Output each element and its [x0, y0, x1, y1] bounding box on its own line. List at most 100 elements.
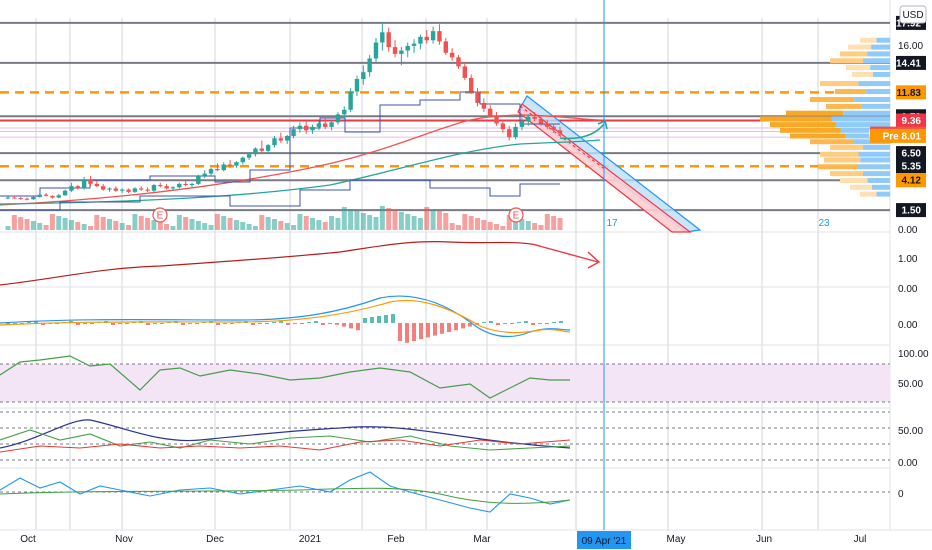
- candle-body: [5, 197, 11, 199]
- earnings-marker: [508, 207, 524, 223]
- macd-histogram-bar: [146, 323, 150, 325]
- profile-bar: [872, 71, 890, 77]
- time-label: 2021: [299, 534, 322, 545]
- candle-body: [418, 36, 423, 44]
- candle-body: [335, 114, 341, 123]
- profile-bar: [780, 127, 841, 133]
- time-label: Feb: [387, 534, 405, 545]
- price-label-bg: [896, 203, 926, 218]
- macd-histogram-bar: [314, 321, 318, 323]
- macd-histogram-bar: [524, 321, 528, 323]
- volume-bar: [481, 220, 487, 230]
- volume-bar: [119, 223, 125, 230]
- indicator-tick: 50.00: [898, 426, 923, 437]
- macd-histogram-bar: [125, 323, 129, 324]
- candle-body: [342, 109, 347, 115]
- candle-body: [291, 129, 296, 136]
- step-line-lower: [0, 179, 560, 211]
- momentum-signal: [0, 487, 571, 504]
- volume-bar: [214, 214, 220, 230]
- profile-bar: [826, 103, 862, 109]
- candle-body: [316, 123, 322, 127]
- indicator-tick: 0.00: [898, 458, 918, 469]
- volume-bar: [386, 208, 392, 230]
- volume-bar: [322, 222, 328, 230]
- candle-body: [120, 189, 125, 191]
- candle-body: [56, 195, 61, 198]
- volume-bar: [379, 206, 385, 230]
- macd-histogram-bar: [412, 323, 416, 341]
- candle-body: [354, 79, 360, 92]
- volume-bar: [297, 214, 303, 230]
- macd-histogram-bar: [307, 322, 311, 323]
- candle-body: [100, 186, 106, 190]
- profile-bar: [835, 89, 866, 95]
- candle-body: [519, 121, 525, 127]
- macd-histogram-bar: [321, 323, 325, 325]
- volume-bar: [494, 224, 500, 230]
- macd-histogram-bar: [482, 322, 486, 323]
- candle-body: [424, 36, 429, 41]
- profile-bar: [818, 164, 858, 170]
- volume-bar: [265, 217, 271, 230]
- profile-bar: [830, 144, 863, 150]
- candle-body: [456, 57, 461, 67]
- profile-bar: [870, 65, 890, 71]
- volume-bar: [392, 210, 398, 230]
- candle-body: [526, 116, 531, 122]
- currency-badge[interactable]: USD: [899, 5, 927, 24]
- macd-histogram-bar: [13, 323, 17, 324]
- macd-histogram-bar: [440, 323, 444, 334]
- candle-body: [113, 188, 119, 191]
- macd-histogram-bar: [251, 323, 255, 325]
- price-label: 14.41: [896, 58, 921, 69]
- candle-body: [189, 183, 195, 186]
- volume-bar: [56, 216, 62, 230]
- step-line: [0, 91, 560, 197]
- crosshair-date: 09 Apr '21: [582, 536, 627, 547]
- volume-bar: [373, 217, 379, 230]
- volume-bar: [81, 224, 87, 230]
- candle-body: [513, 126, 518, 138]
- price-label: 1.50: [902, 206, 922, 217]
- volume-bar: [417, 218, 423, 230]
- profile-bar: [854, 97, 890, 103]
- indicator-tick: 1.00: [898, 254, 918, 265]
- macd-histogram-bar: [552, 322, 556, 323]
- candle-body: [151, 185, 157, 191]
- price-label-bg: [896, 173, 926, 188]
- macd-histogram-bar: [279, 321, 283, 323]
- volume-bar: [208, 225, 214, 230]
- candle-body: [18, 198, 23, 200]
- volume-bar: [24, 219, 30, 230]
- volume-axis-label: 0.00: [898, 225, 918, 236]
- indicator-tick: 0.00: [898, 284, 918, 295]
- time-label: Jun: [756, 534, 772, 545]
- candle-body: [399, 50, 404, 54]
- macd-histogram-bar: [6, 323, 10, 325]
- profile-bar: [830, 58, 863, 64]
- candle-body: [310, 126, 315, 131]
- currency-label: USD: [902, 10, 923, 21]
- candle-body: [240, 157, 245, 163]
- volume-bar: [475, 218, 481, 230]
- volume-bar: [183, 217, 189, 230]
- volume-bar: [107, 219, 113, 230]
- price-label-bg: [896, 85, 926, 100]
- arrow-head: [587, 251, 601, 269]
- volume-bar: [87, 226, 93, 230]
- candle-body: [329, 122, 334, 127]
- profile-bar: [836, 122, 890, 128]
- macd-histogram-bar: [405, 323, 409, 343]
- candle-body: [50, 195, 55, 198]
- profile-bar: [830, 171, 863, 177]
- volume-bar: [151, 220, 157, 230]
- macd-histogram-bar: [426, 323, 430, 338]
- price-axis: 16.00 1.00 0.00 0.00 100.00 50.00 50.00 0.00 0 0.…: [898, 41, 929, 500]
- candle-body: [221, 164, 226, 171]
- candle-body: [265, 145, 271, 151]
- signal-line: [0, 299, 571, 334]
- volume-bar: [398, 212, 404, 230]
- candle-body: [386, 32, 391, 48]
